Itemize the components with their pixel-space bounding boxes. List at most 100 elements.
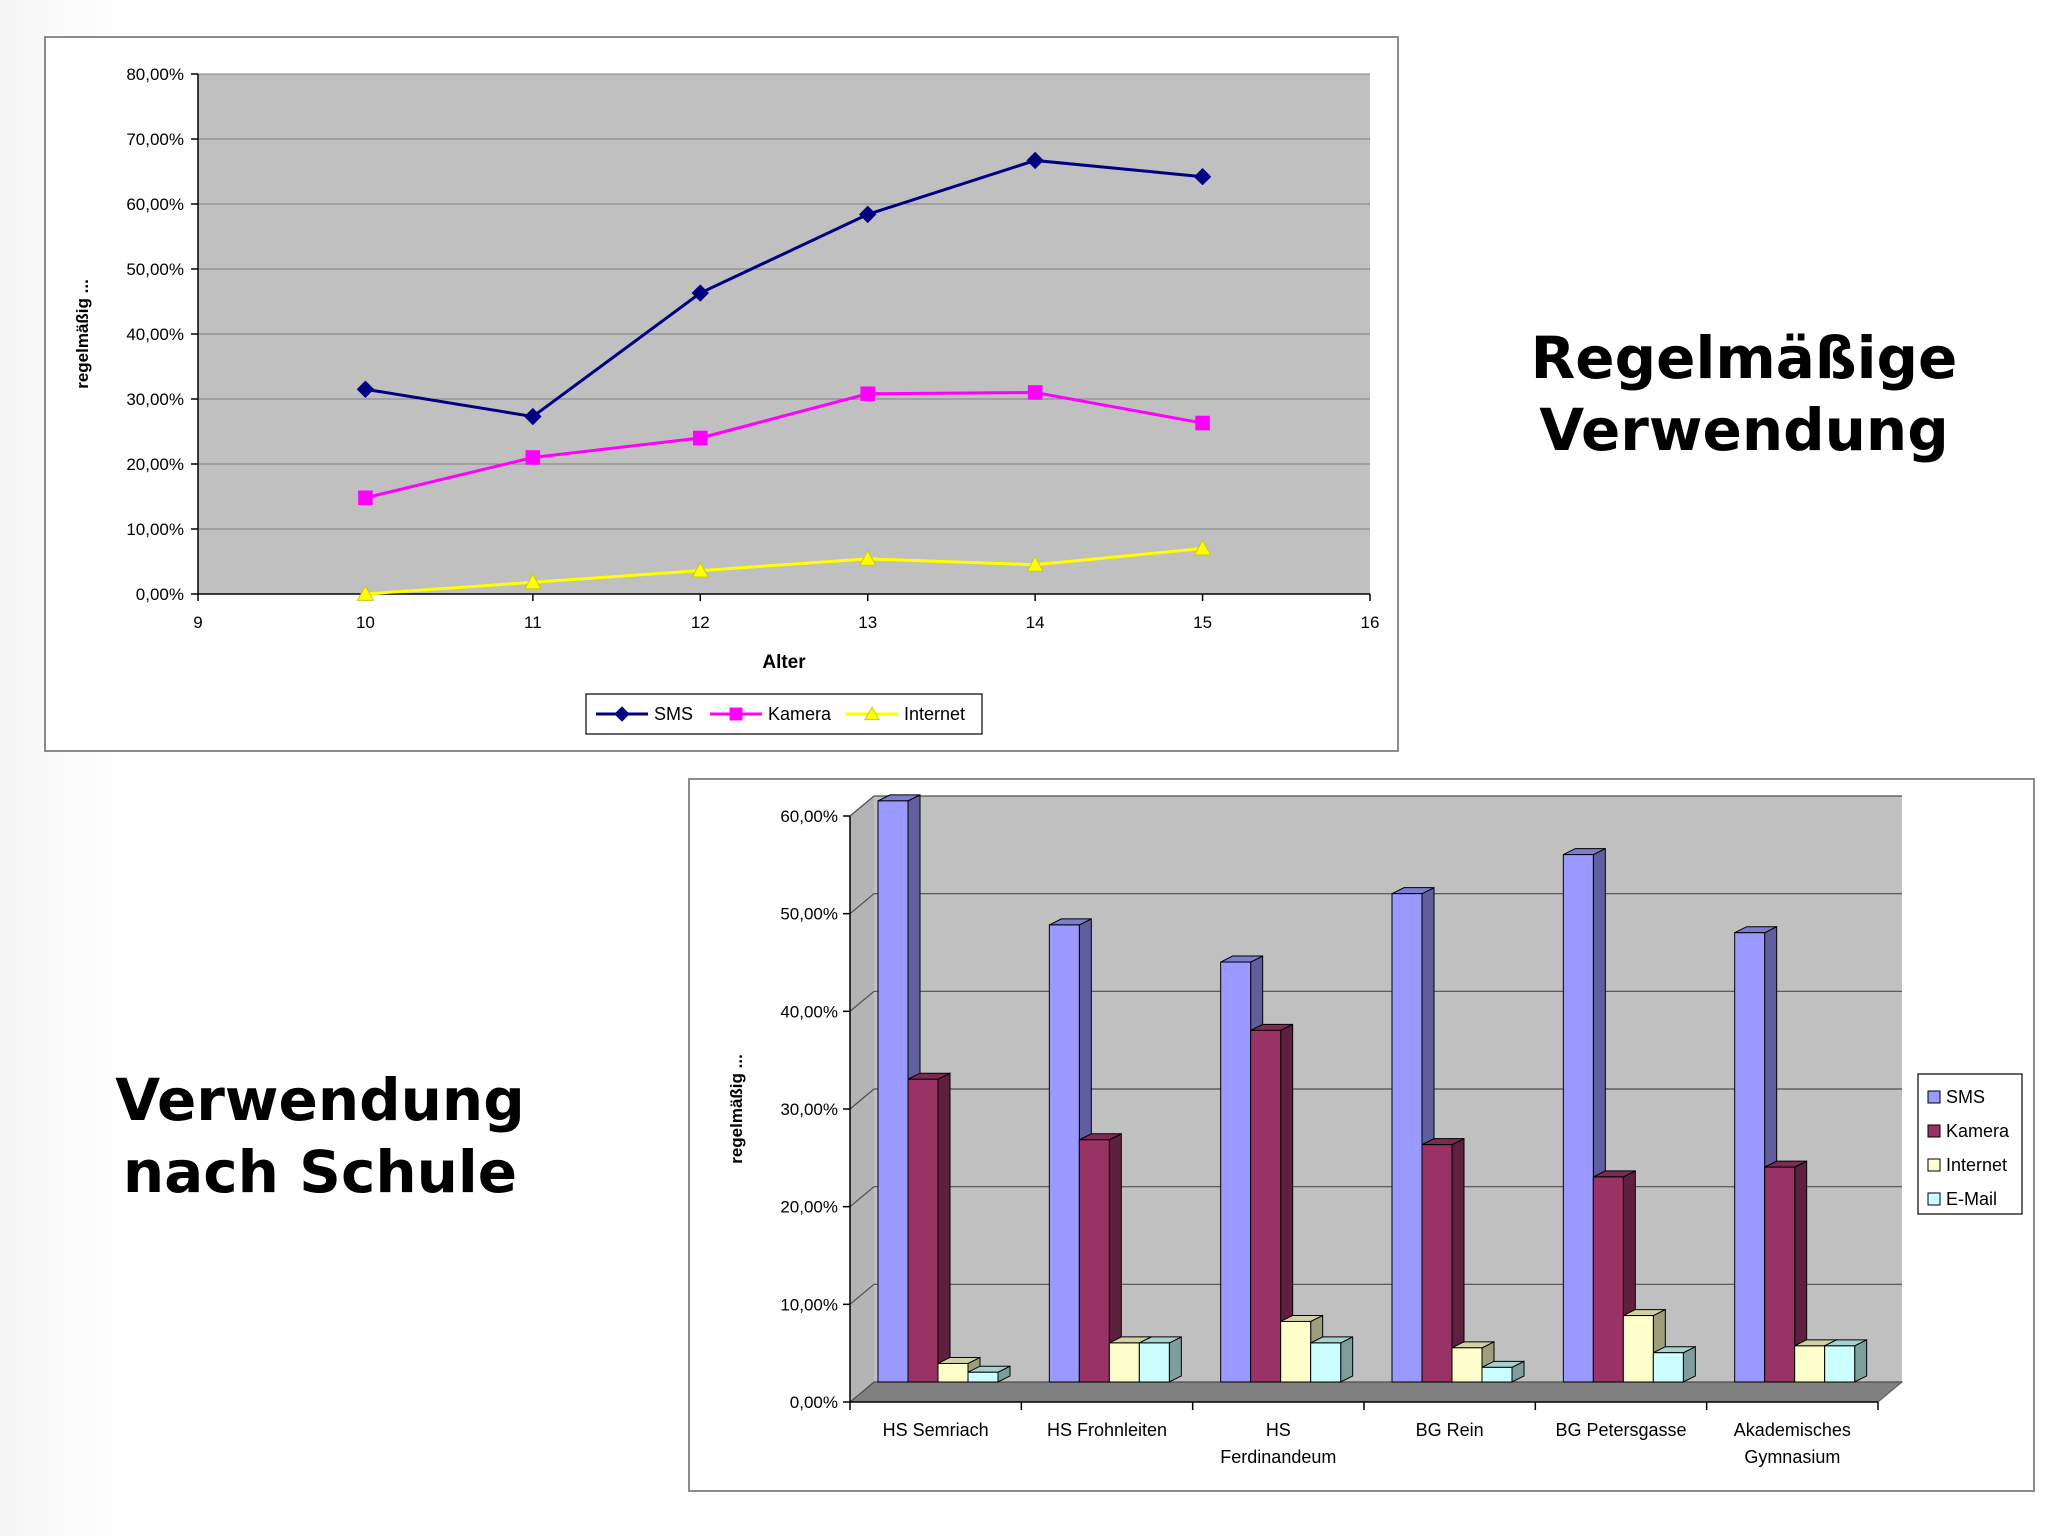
data-point — [691, 284, 709, 302]
heading-regular-use: Regelmäßige Verwendung — [1474, 322, 2014, 466]
legend-item: Kamera — [710, 704, 832, 724]
bar-front — [1421, 1144, 1453, 1383]
x-tick-label: 11 — [524, 613, 542, 632]
x-tick-label: 14 — [1026, 613, 1045, 632]
y-axis-title: regelmäßig ... — [727, 1054, 746, 1164]
legend-marker — [864, 705, 880, 721]
bar-front — [1250, 1029, 1282, 1383]
legend-item: E-Mail — [1927, 1189, 1997, 1209]
y-tick-label: 40,00% — [780, 1002, 838, 1021]
bar-front — [1138, 1342, 1170, 1383]
bar-e-mail — [1824, 1339, 1868, 1383]
legend-item: SMS — [596, 704, 693, 724]
category-label: HS Frohnleiten — [1047, 1420, 1167, 1440]
series-line — [365, 547, 1203, 596]
legend-label: SMS — [654, 704, 693, 724]
y-tick-label: 80,00% — [126, 65, 184, 84]
legend-item: Internet — [1927, 1155, 2007, 1175]
legend-swatch — [1927, 1158, 1941, 1172]
y-tick-label: 50,00% — [126, 260, 184, 279]
category-label: Akademisches — [1734, 1420, 1851, 1440]
legend-item: Internet — [846, 704, 965, 724]
bar-side — [937, 1072, 951, 1383]
x-tick-label: 12 — [691, 613, 710, 632]
legend-label: Kamera — [1946, 1121, 2010, 1141]
data-point — [1193, 539, 1212, 556]
bar-front — [1078, 1139, 1110, 1383]
legend-label: SMS — [1946, 1087, 1985, 1107]
bar-chart: 0,00% 10,00% 20,00% 30,00% 40,00% 50,00% 60,00… — [727, 794, 2023, 1467]
y-tick-label: 60,00% — [780, 807, 838, 826]
data-point — [358, 490, 373, 506]
bar-front — [1734, 932, 1766, 1383]
bar-front — [967, 1371, 999, 1383]
heading-line: Verwendung — [1539, 396, 1949, 464]
legend-swatch — [1927, 1192, 1941, 1206]
y-tick-label: 10,00% — [780, 1295, 838, 1314]
bar-front — [907, 1078, 939, 1383]
heading-line: Verwendung — [115, 1066, 525, 1134]
bar-kamera — [1078, 1132, 1122, 1383]
heading-line: nach Schule — [122, 1138, 518, 1206]
gridline — [849, 893, 1902, 915]
y-tick-label: 30,00% — [780, 1100, 838, 1119]
x-tick-label: 13 — [858, 613, 877, 632]
data-point — [524, 573, 542, 590]
bar-e-mail — [1481, 1360, 1525, 1383]
bar-front — [1622, 1315, 1654, 1383]
heading-line: Regelmäßige — [1530, 324, 1958, 392]
bar-front — [877, 800, 909, 1383]
x-tick-label: 15 — [1193, 613, 1212, 632]
bar-side — [1168, 1336, 1182, 1383]
bar-kamera — [1421, 1137, 1465, 1383]
plot-floor — [848, 1381, 1904, 1403]
bar-front — [1108, 1342, 1140, 1383]
series-kamera — [358, 385, 1210, 506]
bar-e-mail — [1652, 1345, 1696, 1383]
x-axis-title: Alter — [762, 652, 806, 673]
bar-front — [1824, 1345, 1856, 1383]
x-tick-label: 10 — [356, 613, 375, 632]
y-tick-label: 40,00% — [126, 325, 184, 344]
bar-kamera — [907, 1072, 951, 1383]
legend: SMS Kamera Internet E-Mail — [1917, 1073, 2023, 1215]
series-line — [365, 158, 1203, 419]
data-point — [1195, 415, 1210, 431]
gridline — [849, 1186, 1902, 1208]
bar-e-mail — [1138, 1336, 1182, 1383]
legend-item: Kamera — [1927, 1121, 2010, 1141]
bar-front — [1220, 961, 1252, 1383]
category-group: BG Petersgasse — [1555, 847, 1696, 1440]
bar-front — [1280, 1320, 1312, 1383]
bar-side — [1340, 1336, 1354, 1383]
line-chart-frame: 0,00% 10,00% 20,00% 30,00% 40,00% 50,00% 60,00… — [44, 36, 1399, 752]
y-tick-label: 20,00% — [780, 1198, 838, 1217]
legend: SMS Kamera Internet — [585, 693, 983, 735]
data-point — [524, 407, 542, 426]
data-point — [858, 549, 877, 566]
legend-swatch — [1927, 1090, 1941, 1104]
data-point — [525, 450, 541, 465]
data-point — [860, 386, 876, 402]
bar-front — [1391, 893, 1423, 1383]
data-point — [356, 584, 375, 601]
bar-kamera — [1250, 1023, 1294, 1383]
category-group: BG Rein — [1391, 886, 1525, 1440]
data-point — [1193, 167, 1212, 186]
category-label: Ferdinandeum — [1220, 1447, 1336, 1467]
bar-front — [1451, 1347, 1483, 1383]
bar-front — [1592, 1176, 1624, 1383]
data-point — [1026, 151, 1044, 170]
category-label: BG Rein — [1416, 1420, 1484, 1440]
y-axis-title: regelmäßig ... — [73, 279, 92, 389]
y-tick-label: 0,00% — [790, 1393, 838, 1412]
legend-marker — [614, 706, 630, 722]
bar-front — [1652, 1352, 1684, 1383]
bar-e-mail — [1310, 1336, 1354, 1383]
gridline — [849, 990, 1902, 1012]
gridline — [849, 1283, 1902, 1305]
category-group: HS Semriach — [877, 794, 1011, 1440]
y-tick-label: 50,00% — [780, 905, 838, 924]
heading-use-by-school: Verwendung nach Schule — [40, 1064, 600, 1208]
series-line — [365, 390, 1203, 500]
